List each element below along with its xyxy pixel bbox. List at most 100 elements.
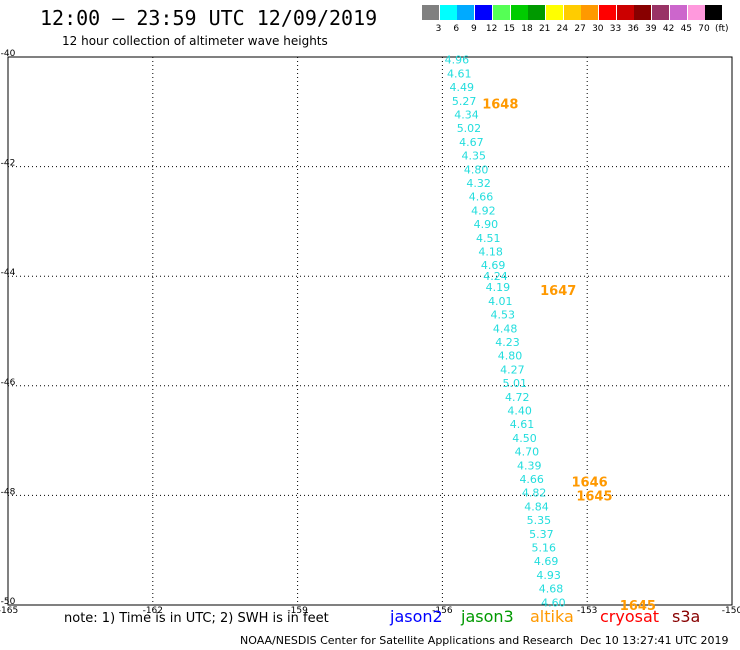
wave-height-label: 4.19 <box>486 281 511 294</box>
color-scale-label: 42 <box>662 24 675 34</box>
y-tick-label: -50 <box>1 597 16 607</box>
color-scale-swatch <box>581 5 599 20</box>
wave-height-label: 5.02 <box>457 122 482 135</box>
x-tick-label: -159 <box>287 606 308 616</box>
wave-height-label: 4.80 <box>498 350 523 363</box>
wave-height-label: 4.27 <box>500 363 525 376</box>
satellite-s3a: s3a <box>672 607 701 626</box>
color-scale-swatch <box>599 5 616 20</box>
color-scale-swatch <box>634 5 652 20</box>
wave-height-label: 5.37 <box>529 528 554 541</box>
color-scale-label: 15 <box>503 24 516 34</box>
color-scale-swatch <box>705 5 723 20</box>
footer-note: note: 1) Time is in UTC; 2) SWH is in fe… <box>64 611 329 626</box>
wave-height-label: 4.93 <box>536 569 561 582</box>
wave-height-label: 4.53 <box>490 309 515 322</box>
wave-height-label: 5.16 <box>532 541 557 554</box>
x-tick-label: -150 <box>722 606 740 616</box>
color-scale-label: 12 <box>485 24 498 34</box>
color-scale-unit: (ft) <box>715 24 729 34</box>
y-tick-label: -46 <box>1 378 16 388</box>
satellite-jason2: jason2 <box>390 607 443 626</box>
color-scale-swatch <box>492 5 510 20</box>
color-scale-label: 6 <box>453 24 460 34</box>
color-scale-label: 33 <box>609 24 622 34</box>
wave-height-label: 4.23 <box>495 336 520 349</box>
wave-height-label: 4.66 <box>519 473 544 486</box>
wave-height-label: 5.27 <box>452 95 477 108</box>
wave-height-label: 4.96 <box>445 54 470 67</box>
chart-subtitle: 12 hour collection of altimeter wave hei… <box>62 34 328 48</box>
wave-height-label: 4.61 <box>447 67 472 80</box>
x-tick-label: -153 <box>577 606 597 616</box>
satellite-cryosat: cryosat <box>600 607 660 626</box>
wave-height-label: 4.66 <box>469 191 494 204</box>
wave-height-label: 4.49 <box>449 81 474 94</box>
color-scale-swatch <box>439 5 457 20</box>
color-scale-swatch <box>475 5 493 20</box>
wave-height-label: 4.18 <box>478 246 503 259</box>
pass-time-label: 1646 <box>572 476 608 491</box>
color-scale-swatch <box>687 5 705 20</box>
color-scale-swatch <box>510 5 528 20</box>
wave-height-label: 4.35 <box>462 150 487 163</box>
color-scale-swatch <box>652 5 670 20</box>
color-scale-swatch <box>528 5 546 20</box>
y-tick-label: -42 <box>1 159 16 169</box>
generated-timestamp: Dec 10 13:27:41 UTC 2019 <box>580 634 729 647</box>
wave-height-label: 4.50 <box>512 432 537 445</box>
color-scale-label: 9 <box>471 24 477 34</box>
wave-height-label: 4.32 <box>466 177 491 190</box>
plot-frame <box>7 56 733 606</box>
color-scale-label: 45 <box>680 24 693 34</box>
color-scale-swatch <box>457 5 475 20</box>
color-scale-label: 3 <box>435 24 442 34</box>
wave-height-label: 4.69 <box>534 555 559 568</box>
wave-height-label: 4.69 <box>481 259 506 272</box>
wave-height-label: 4.01 <box>488 295 513 308</box>
wave-height-label: 4.68 <box>539 583 564 596</box>
color-scale-label: 21 <box>538 24 551 34</box>
x-tick-label: -165 <box>0 606 18 616</box>
wave-height-label: 4.84 <box>524 500 549 513</box>
wave-height-label: 4.70 <box>515 446 540 459</box>
wave-height-label: 4.82 <box>522 487 547 500</box>
wave-height-label: 4.92 <box>471 204 496 217</box>
x-tick-label: -156 <box>432 606 453 616</box>
wave-height-label: 4.80 <box>464 163 489 176</box>
satellite-jason3: jason3 <box>461 607 514 626</box>
chart-title: 12:00 — 23:59 UTC 12/09/2019 <box>40 6 378 30</box>
color-scale-swatch <box>545 5 563 20</box>
color-scale-label: 18 <box>521 24 533 34</box>
wave-height-label: 4.34 <box>454 109 479 122</box>
color-scale-label: 39 <box>645 24 657 34</box>
wave-height-label: 4.67 <box>459 136 484 149</box>
wave-height-label: 4.61 <box>510 418 535 431</box>
y-tick-label: -44 <box>1 268 16 278</box>
wave-height-label: 4.51 <box>476 232 501 245</box>
color-scale-swatch <box>669 5 687 20</box>
wave-height-label: 4.72 <box>505 391 530 404</box>
color-scale-label: 30 <box>592 24 604 34</box>
color-scale-swatch <box>616 5 634 20</box>
wave-height-label: 5.01 <box>503 377 528 390</box>
wave-height-label: 4.39 <box>517 459 542 472</box>
wave-height-label: 4.60 <box>541 596 566 609</box>
satellite-altika: altika <box>530 607 574 626</box>
wave-height-label: 4.48 <box>493 322 518 335</box>
pass-time-label: 1645 <box>576 489 612 504</box>
wave-height-label: 5.35 <box>527 514 552 527</box>
wave-height-label: 4.40 <box>507 404 532 417</box>
color-scale-label: 27 <box>574 24 586 34</box>
color-scale-label: 70 <box>698 24 710 34</box>
wave-height-label: 4.90 <box>474 218 499 231</box>
color-scale-swatch <box>563 5 581 20</box>
color-scale-label: 36 <box>627 24 639 34</box>
y-tick-label: -40 <box>1 49 16 59</box>
wave-height-label: 4.24 <box>483 270 508 283</box>
pass-time-label: 1645 <box>620 599 656 614</box>
pass-time-label: 1647 <box>540 284 576 299</box>
color-scale-label: 24 <box>556 24 569 34</box>
